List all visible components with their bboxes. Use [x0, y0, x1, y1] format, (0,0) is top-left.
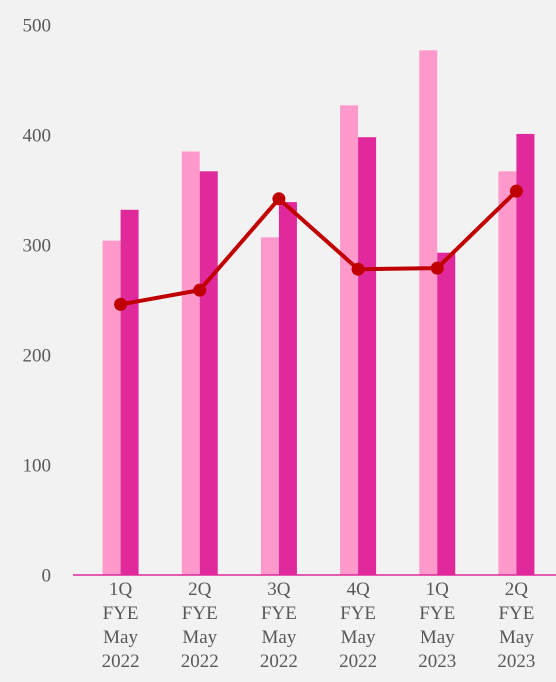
bar	[181, 151, 200, 575]
x-tick-label-line: FYE	[498, 603, 534, 624]
x-tick-label: 2Q FYE May 2023	[497, 579, 535, 672]
x-tick-label-line: 2022	[102, 651, 140, 672]
x-tick-label-line: FYE	[261, 603, 297, 624]
x-tick-label-line: 1Q	[426, 579, 450, 600]
x-tick-label-line: 2Q	[188, 579, 212, 600]
bar	[278, 202, 297, 575]
x-tick-label-line: 1Q	[109, 579, 133, 600]
x-tick-label: 1Q FYE May 2022	[102, 579, 140, 672]
y-tick-label: 300	[23, 235, 52, 256]
y-tick-label: 500	[23, 15, 52, 36]
x-tick-label: 2Q FYE May 2022	[181, 579, 219, 672]
line-marker	[193, 283, 207, 297]
line-marker	[430, 261, 444, 275]
x-tick-label-line: May	[262, 627, 297, 648]
x-tick-label-line: 2022	[260, 651, 298, 672]
bar	[419, 50, 438, 576]
bar	[498, 171, 517, 576]
x-tick-label-line: FYE	[419, 603, 455, 624]
x-tick-label-line: 2Q	[505, 579, 529, 600]
line-marker	[272, 192, 286, 206]
x-tick-label: 3Q FYE May 2022	[260, 579, 298, 672]
x-tick-label-line: May	[182, 627, 217, 648]
x-tick-label-line: FYE	[340, 603, 376, 624]
bar	[102, 240, 121, 575]
x-tick-label-line: 2022	[339, 651, 377, 672]
line-marker	[351, 262, 365, 276]
x-tick-label-line: 2023	[497, 651, 535, 672]
bar	[260, 237, 279, 576]
y-tick-label: 100	[23, 455, 52, 476]
line-marker	[509, 184, 523, 198]
bar	[516, 133, 535, 575]
x-tick-label-line: May	[420, 627, 455, 648]
x-tick-label-line: 2022	[181, 651, 219, 672]
x-tick-label-line: 4Q	[346, 579, 370, 600]
x-tick-label: 4Q FYE May 2022	[339, 579, 377, 672]
line	[120, 189, 518, 307]
y-tick-label: 0	[42, 565, 52, 586]
x-tick-label-line: May	[341, 627, 376, 648]
line-marker	[114, 297, 128, 311]
x-tick-label-line: FYE	[103, 603, 139, 624]
bar	[340, 105, 359, 576]
bar	[120, 209, 139, 576]
x-tick-label-line: FYE	[182, 603, 218, 624]
x-tick-label-line: May	[103, 627, 138, 648]
x-tick-label: 1Q FYE May 2023	[418, 579, 456, 672]
y-tick-label: 200	[23, 345, 52, 366]
y-tick-label: 400	[23, 125, 52, 146]
bar	[358, 137, 377, 575]
bar	[437, 252, 456, 575]
x-tick-label-line: 3Q	[267, 579, 291, 600]
x-tick-label-line: 2023	[418, 651, 456, 672]
bar	[199, 171, 218, 576]
x-tick-label-line: May	[499, 627, 534, 648]
